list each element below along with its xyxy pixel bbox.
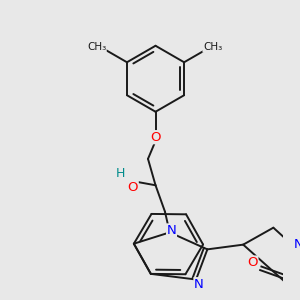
Text: O: O [248, 256, 258, 269]
Text: N: N [194, 278, 204, 291]
Text: CH₃: CH₃ [87, 42, 106, 52]
Text: O: O [150, 131, 161, 144]
Text: O: O [128, 181, 138, 194]
Text: N: N [167, 224, 176, 237]
Text: CH₃: CH₃ [203, 42, 222, 52]
Text: N: N [294, 238, 300, 251]
Text: H: H [116, 167, 125, 181]
